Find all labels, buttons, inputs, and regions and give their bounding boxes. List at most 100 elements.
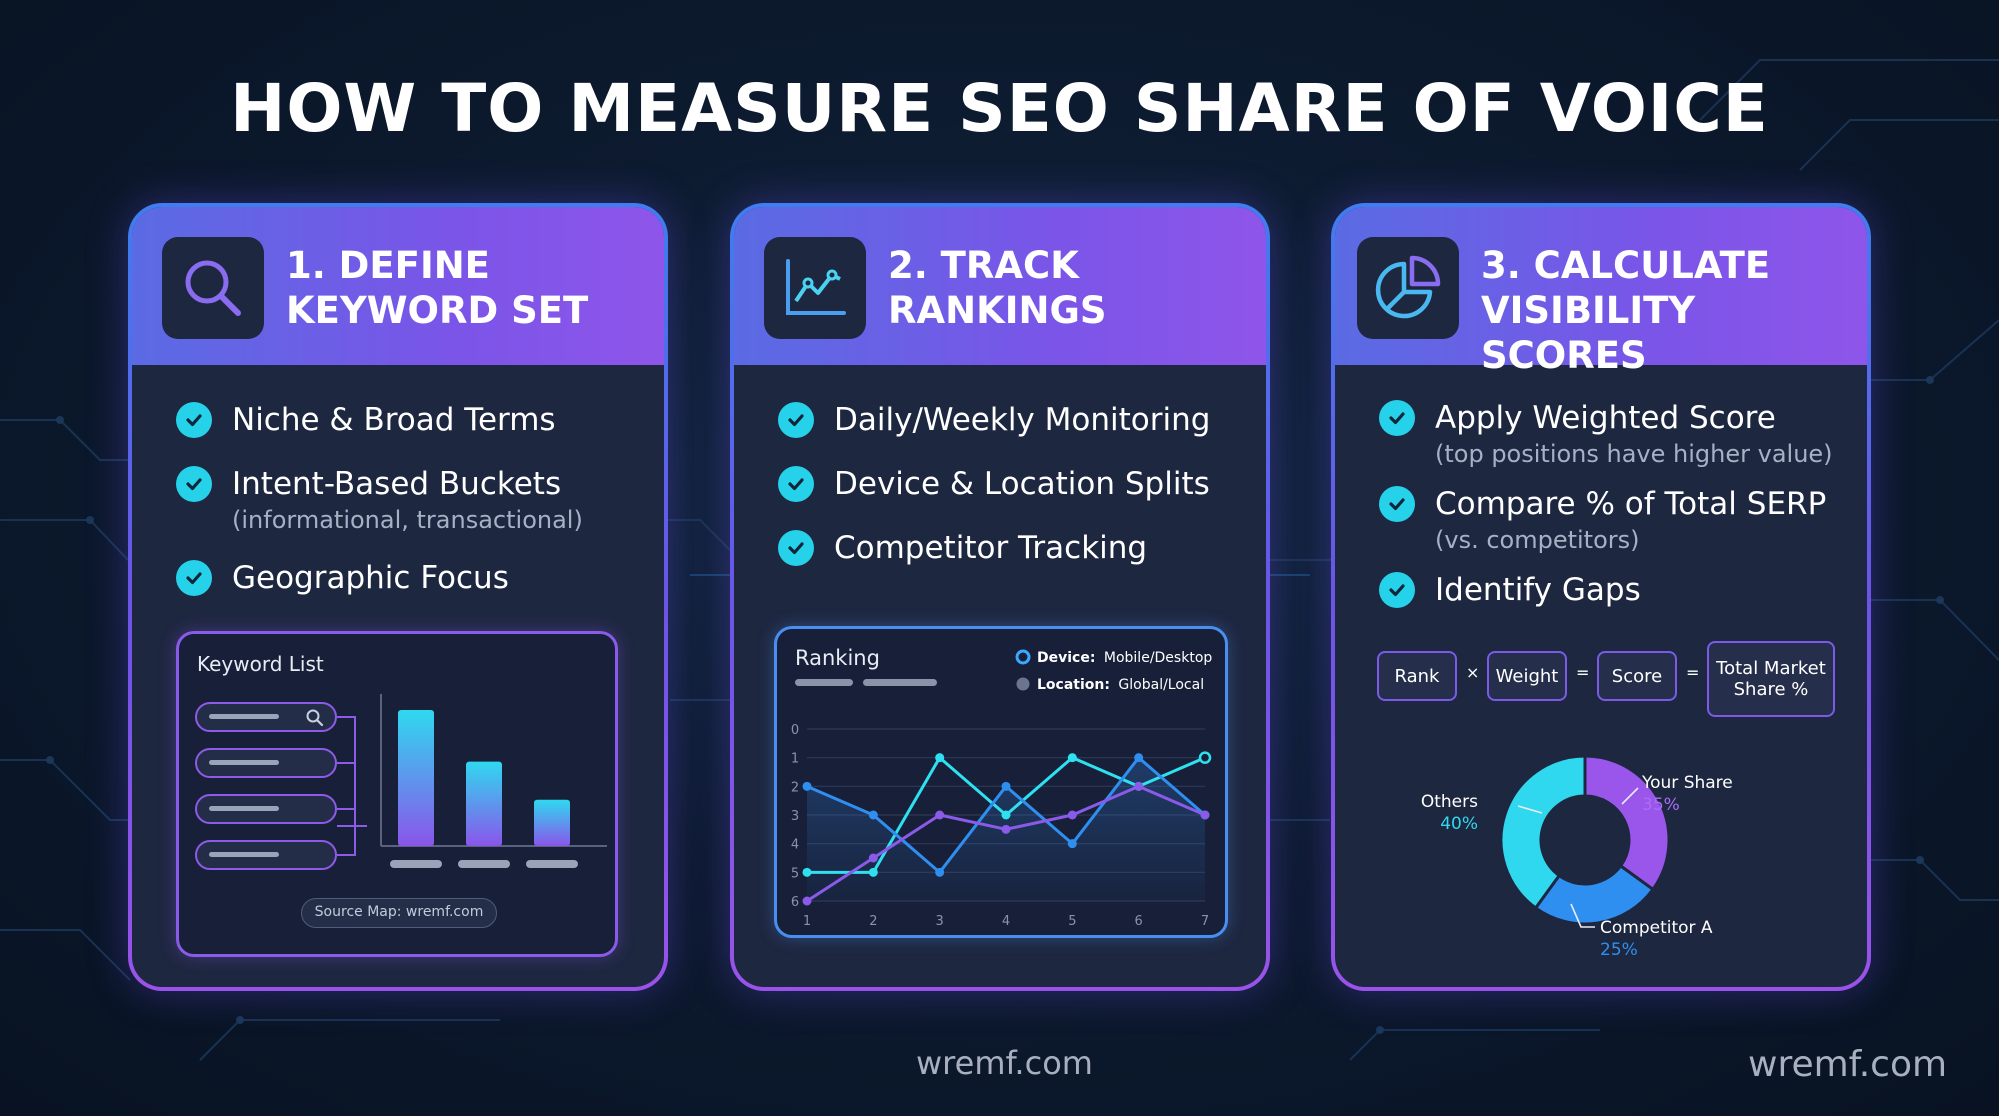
series-point (1134, 781, 1144, 791)
series-point (1001, 824, 1011, 834)
panel-title: Keyword List (197, 652, 324, 676)
formula-operator: × (1466, 663, 1480, 682)
ranking-chart-panel: Ranking Device: Mobile/Desktop Location:… (774, 626, 1228, 938)
item-label: Identify Gaps (1435, 572, 1641, 608)
formula-term-rank: Rank (1377, 651, 1457, 701)
x-tick-label: 4 (1002, 914, 1010, 929)
card-header: 2. TRACK RANKINGS (734, 207, 1266, 365)
series-point (1067, 839, 1077, 849)
footer-watermark-right: wremf.com (1748, 1044, 1948, 1085)
legend-marker (1015, 649, 1031, 665)
donut-slice (1583, 754, 1671, 892)
check-icon (778, 530, 814, 566)
y-tick-label: 3 (791, 809, 799, 824)
slice-value: 40% (1440, 814, 1478, 834)
slice-value: 25% (1600, 940, 1638, 960)
bar-label-placeholder (390, 860, 442, 868)
item-label: Competitor Tracking (834, 530, 1148, 566)
card-define-keyword-set: 1. DEFINE KEYWORD SET Niche & Broad Term… (128, 203, 668, 991)
pie-chart-icon (1357, 237, 1459, 339)
series-point (868, 853, 878, 863)
series-point (802, 896, 812, 906)
legend-label: Location: (1037, 677, 1110, 693)
item-sub: (top positions have higher value) (1435, 440, 1833, 468)
card-track-rankings: 2. TRACK RANKINGS Daily/Weekly Monitorin… (730, 203, 1270, 991)
slice-label: Others (1421, 792, 1478, 812)
slice-label: Competitor A (1600, 918, 1713, 938)
item-sub: (vs. competitors) (1435, 526, 1640, 554)
series-point (802, 867, 812, 877)
item-label: Geographic Focus (232, 560, 509, 596)
formula-term-weight: Weight (1487, 651, 1567, 701)
item-label: Intent-Based Buckets (232, 466, 562, 502)
list-item: Identify Gaps (1379, 569, 1849, 611)
series-point (1134, 753, 1144, 763)
donut-slice (1533, 863, 1656, 926)
series-point (1200, 810, 1210, 820)
list-item: Device & Location Splits (778, 463, 1248, 505)
bar-label-placeholder (526, 860, 578, 868)
y-tick-label: 2 (791, 780, 799, 795)
svg-text:Device: Mobile/Deskt: Device: Mobile/Desktop (1037, 650, 1212, 666)
series-point (935, 753, 945, 763)
check-icon (778, 466, 814, 502)
legend-marker (1016, 677, 1030, 691)
legend-value: Mobile/Desktop (1104, 650, 1212, 666)
svg-text:Location: Global/Loc: Location: Global/Local (1037, 677, 1204, 693)
series-point (1001, 810, 1011, 820)
check-icon (1379, 400, 1415, 436)
slice-label: Your Share (1641, 773, 1733, 793)
y-tick-label: 6 (791, 895, 799, 910)
check-icon (778, 402, 814, 438)
series-point (935, 867, 945, 877)
list-item: Competitor Tracking (778, 527, 1248, 569)
x-tick-label: 5 (1068, 914, 1076, 929)
y-tick-label: 1 (791, 752, 799, 767)
keyword-pill (195, 748, 337, 778)
list-item: Intent-Based Buckets (informational, tra… (176, 463, 646, 535)
magnifier-icon (162, 237, 264, 339)
series-point (1001, 781, 1011, 791)
check-icon (176, 466, 212, 502)
card-calculate-visibility-scores: 3. CALCULATE VISIBILITY SCORES Apply Wei… (1331, 203, 1871, 991)
series-point (1198, 751, 1212, 764)
source-map-badge: Source Map: wremf.com (301, 898, 497, 928)
legend-value: Global/Local (1118, 677, 1204, 693)
item-label: Device & Location Splits (834, 466, 1210, 502)
list-item: Apply Weighted Score (top positions have… (1379, 397, 1849, 469)
list-item: Geographic Focus (176, 557, 646, 599)
series-point (1067, 810, 1077, 820)
keyword-bar (398, 710, 434, 846)
x-tick-label: 7 (1201, 914, 1209, 929)
list-item: Daily/Weekly Monitoring (778, 399, 1248, 441)
slice-value: 35% (1642, 795, 1680, 815)
ranking-line-chart: Ranking Device: Mobile/Desktop Location:… (791, 646, 1213, 929)
card-heading: 1. DEFINE KEYWORD SET (286, 244, 589, 332)
x-tick-label: 6 (1135, 914, 1143, 929)
item-label: Compare % of Total SERP (1435, 486, 1827, 522)
item-label: Niche & Broad Terms (232, 402, 556, 438)
y-tick-label: 0 (791, 723, 799, 738)
footer-watermark-center: wremf.com (916, 1044, 1093, 1082)
check-icon (176, 560, 212, 596)
formula-term-score: Score (1597, 651, 1677, 701)
series-point (868, 867, 878, 877)
y-tick-label: 5 (791, 866, 799, 881)
share-donut-chart: Your Share 35% Others 40% Competitor A 2… (1421, 754, 1733, 960)
keyword-bar (534, 799, 570, 846)
keyword-bars (337, 694, 607, 868)
bar-label-placeholder (458, 860, 510, 868)
formula-operator: = (1686, 663, 1700, 682)
line-chart-icon (764, 237, 866, 339)
donut-slice (1499, 754, 1587, 911)
keyword-search-field (195, 702, 337, 732)
chart-title: Ranking (795, 646, 880, 670)
keyword-pill (195, 840, 337, 870)
series-point (802, 781, 812, 791)
item-sub: (informational, transactional) (232, 506, 583, 534)
check-icon (176, 402, 212, 438)
keyword-bar (466, 761, 502, 846)
x-tick-label: 1 (803, 914, 811, 929)
check-icon (1379, 572, 1415, 608)
x-tick-label: 2 (869, 914, 877, 929)
